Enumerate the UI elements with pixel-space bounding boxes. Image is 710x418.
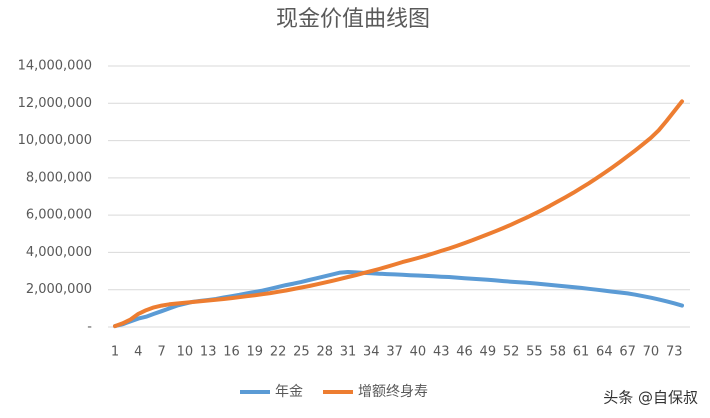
x-tick-label: 67 <box>619 345 636 360</box>
y-tick-label: 8,000,000 <box>26 170 92 185</box>
y-tick-label: - <box>87 320 92 335</box>
x-tick-label: 25 <box>293 345 310 360</box>
x-tick-label: 49 <box>480 345 497 360</box>
x-tick-label: 52 <box>503 345 520 360</box>
x-tick-label: 46 <box>456 345 473 360</box>
x-tick-label: 19 <box>247 345 264 360</box>
x-tick-label: 22 <box>270 345 287 360</box>
x-tick-label: 61 <box>573 345 590 360</box>
x-tick-label: 70 <box>643 345 660 360</box>
x-tick-label: 16 <box>223 345 240 360</box>
y-tick-label: 12,000,000 <box>18 96 92 111</box>
x-tick-label: 31 <box>340 345 357 360</box>
y-tick-label: 4,000,000 <box>26 245 92 260</box>
legend-label: 年金 <box>275 384 303 400</box>
series-line <box>113 99 684 329</box>
x-tick-label: 37 <box>386 345 403 360</box>
x-tick-label: 13 <box>200 345 217 360</box>
legend-label: 增额终身寿 <box>358 383 428 400</box>
x-tick-label: 64 <box>596 345 613 360</box>
x-tick-label: 34 <box>363 345 380 360</box>
x-tick-label: 58 <box>549 345 566 360</box>
x-tick-label: 4 <box>134 345 142 360</box>
y-tick-label: 10,000,000 <box>18 133 92 148</box>
watermark: 头条 @自保叔 <box>603 389 698 407</box>
x-tick-label: 28 <box>316 345 333 360</box>
x-tick-label: 1 <box>111 345 119 360</box>
x-tick-label: 40 <box>410 345 427 360</box>
x-tick-label: 43 <box>433 345 450 360</box>
x-tick-label: 10 <box>177 345 194 360</box>
x-tick-label: 73 <box>666 345 683 360</box>
x-tick-label: 7 <box>157 345 165 360</box>
y-tick-label: 14,000,000 <box>18 59 92 74</box>
x-tick-label: 55 <box>526 345 543 360</box>
y-tick-label: 6,000,000 <box>26 208 92 223</box>
y-tick-label: 2,000,000 <box>26 282 92 297</box>
chart-title: 现金价值曲线图 <box>276 7 430 32</box>
